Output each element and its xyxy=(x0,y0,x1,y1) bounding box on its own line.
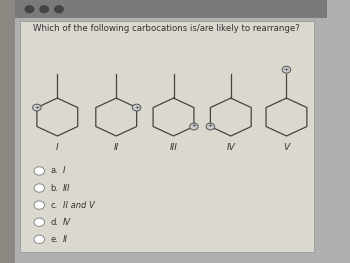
Circle shape xyxy=(55,6,63,13)
Text: +: + xyxy=(208,123,213,129)
Text: +: + xyxy=(284,67,289,72)
Text: II: II xyxy=(114,143,119,151)
Circle shape xyxy=(40,6,48,13)
Text: e.: e. xyxy=(50,235,58,244)
Text: +: + xyxy=(134,104,139,110)
Text: b.: b. xyxy=(50,184,58,193)
Text: a.: a. xyxy=(50,166,58,175)
Text: d.: d. xyxy=(50,218,58,227)
Text: III: III xyxy=(63,184,70,193)
Text: +: + xyxy=(191,123,197,129)
FancyBboxPatch shape xyxy=(20,21,314,252)
Text: II and V: II and V xyxy=(63,201,94,210)
Circle shape xyxy=(33,104,41,111)
Text: III: III xyxy=(169,143,177,151)
Circle shape xyxy=(34,201,44,209)
Circle shape xyxy=(282,66,291,73)
Text: IV: IV xyxy=(63,218,71,227)
Text: I: I xyxy=(56,143,58,151)
Circle shape xyxy=(206,123,215,130)
Circle shape xyxy=(25,6,34,13)
Text: IV: IV xyxy=(226,143,235,151)
Circle shape xyxy=(34,218,44,226)
Circle shape xyxy=(34,184,44,192)
Circle shape xyxy=(34,167,44,175)
Text: c.: c. xyxy=(50,201,58,210)
Circle shape xyxy=(132,104,141,111)
FancyBboxPatch shape xyxy=(15,0,327,18)
Circle shape xyxy=(190,123,198,130)
Text: +: + xyxy=(34,104,40,110)
Text: II: II xyxy=(63,235,68,244)
Circle shape xyxy=(34,235,44,244)
Text: V: V xyxy=(284,143,289,151)
Text: I: I xyxy=(63,166,65,175)
Text: Which of the following carbocations is/are likely to rearrange?: Which of the following carbocations is/a… xyxy=(33,24,300,33)
FancyBboxPatch shape xyxy=(0,0,15,263)
